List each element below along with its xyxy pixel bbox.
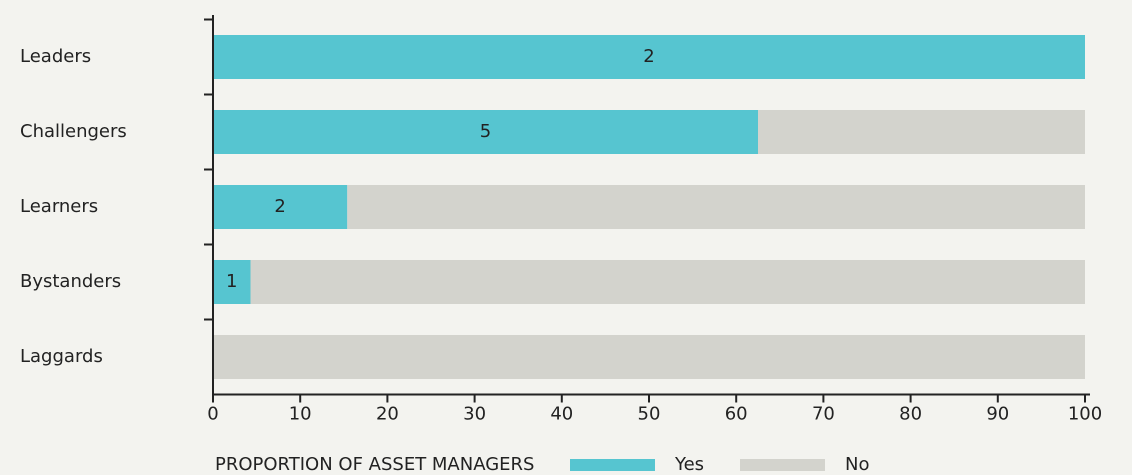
data-label: 1 xyxy=(226,271,237,292)
bar xyxy=(213,260,251,304)
y-tick-label: Leaders xyxy=(20,46,91,67)
data-label: 5 xyxy=(480,121,491,142)
data-label: 2 xyxy=(274,196,285,217)
x-tick-label: 0 xyxy=(207,404,218,425)
bar xyxy=(213,185,348,229)
x-tick-label: 40 xyxy=(550,404,573,425)
legend-label: No xyxy=(845,454,869,475)
legend-title: PROPORTION OF ASSET MANAGERS xyxy=(215,454,534,475)
x-tick-label: 60 xyxy=(725,404,748,425)
x-tick-label: 70 xyxy=(812,404,835,425)
legend-swatch xyxy=(740,459,825,471)
bar xyxy=(758,110,1085,154)
x-tick-label: 90 xyxy=(986,404,1009,425)
x-tick-label: 80 xyxy=(899,404,922,425)
bar xyxy=(213,110,758,154)
x-tick-label: 50 xyxy=(638,404,661,425)
x-tick-label: 10 xyxy=(289,404,312,425)
legend-swatch xyxy=(570,459,655,471)
legend-label: Yes xyxy=(674,454,704,475)
x-tick-label: 100 xyxy=(1068,404,1102,425)
data-label: 2 xyxy=(643,46,654,67)
bar xyxy=(213,335,1085,379)
y-tick-label: Learners xyxy=(20,196,98,217)
x-tick-label: 30 xyxy=(463,404,486,425)
y-tick-label: Laggards xyxy=(20,346,103,367)
x-tick-label: 20 xyxy=(376,404,399,425)
y-tick-label: Challengers xyxy=(20,121,127,142)
bar xyxy=(250,260,1086,304)
bar xyxy=(347,185,1086,229)
bar xyxy=(213,35,1085,79)
y-tick-label: Bystanders xyxy=(20,271,121,292)
